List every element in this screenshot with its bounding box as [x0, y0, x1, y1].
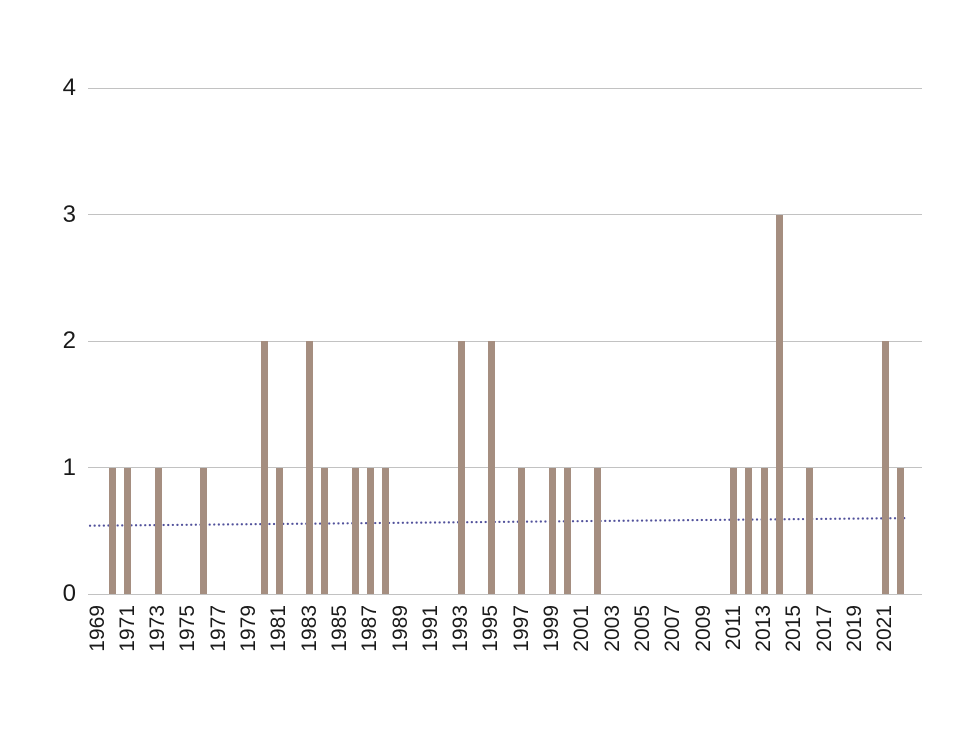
bar-1973 — [154, 467, 162, 594]
x-axis-tick-label: 1977 — [206, 605, 230, 652]
gridline-y-0 — [88, 593, 922, 595]
x-axis-tick-label: 2015 — [782, 605, 806, 652]
x-axis-tick-label: 2011 — [721, 605, 745, 651]
x-axis-tick-label: 2019 — [842, 605, 866, 652]
x-axis-tick-label: 1985 — [327, 605, 351, 652]
bar-2014 — [775, 214, 783, 594]
gridline-y-4 — [88, 87, 922, 89]
bar-1995 — [487, 341, 495, 594]
x-axis-tick-label: 2009 — [691, 605, 715, 652]
bar-2013 — [760, 467, 768, 594]
bar-2011 — [730, 467, 738, 594]
x-axis-tick-label: 1979 — [237, 605, 261, 652]
bar-1987 — [366, 467, 374, 594]
x-axis-tick-label: 1971 — [115, 605, 139, 652]
x-axis-tick-label: 1973 — [146, 605, 170, 652]
x-axis-tick-label: 1995 — [479, 605, 503, 652]
y-axis-tick-label: 2 — [62, 327, 76, 354]
y-axis-tick-label: 1 — [62, 453, 76, 481]
bar-2000 — [563, 467, 571, 594]
bar-2021 — [881, 341, 889, 594]
bar-1988 — [381, 467, 389, 594]
gridline-y-1 — [88, 467, 922, 468]
x-axis-tick-label: 1983 — [297, 605, 321, 652]
y-axis-tick-label: 0 — [62, 580, 76, 607]
x-axis-tick-label: 2007 — [661, 605, 685, 652]
y-axis-tick-label: 4 — [62, 74, 76, 101]
x-axis-tick-label: 1991 — [418, 605, 442, 652]
gridline-y-3 — [88, 214, 922, 215]
bar-1984 — [321, 467, 329, 594]
bar-1993 — [457, 341, 465, 594]
bar-1997 — [518, 467, 526, 594]
bar-2002 — [593, 467, 601, 594]
bar-1971 — [124, 467, 132, 594]
gridline-y-2 — [88, 340, 922, 342]
x-axis-tick-label: 1989 — [388, 605, 412, 652]
x-axis-tick-label: 1987 — [358, 605, 382, 652]
bar-2012 — [745, 467, 753, 594]
bar-1970 — [109, 467, 117, 594]
y-axis-tick-label: 3 — [62, 200, 76, 228]
x-axis-tick-label: 2001 — [570, 605, 594, 652]
x-axis-tick-label: 1993 — [449, 605, 473, 652]
bar-1981 — [275, 467, 283, 594]
bar-1980 — [260, 341, 268, 594]
x-axis-tick-label: 2017 — [812, 605, 836, 652]
bar-2022 — [896, 467, 904, 594]
x-axis-tick-label: 1969 — [85, 605, 109, 652]
x-axis-tick-label: 2003 — [600, 605, 624, 652]
x-axis-tick-label: 2021 — [873, 605, 897, 652]
bar-1976 — [200, 467, 208, 594]
trend-line — [88, 516, 910, 527]
x-axis-tick-label: 2005 — [630, 605, 654, 652]
x-axis-tick-label: 1997 — [509, 605, 533, 652]
bar-1983 — [306, 341, 314, 594]
x-axis-tick-label: 1981 — [267, 605, 291, 652]
x-axis-tick-label: 1975 — [176, 605, 200, 652]
bar-1986 — [351, 467, 359, 594]
x-axis-tick-label: 2013 — [752, 605, 776, 652]
x-axis-tick-label: 1999 — [540, 605, 564, 652]
bar-2016 — [806, 467, 814, 594]
bar-1999 — [548, 467, 556, 594]
